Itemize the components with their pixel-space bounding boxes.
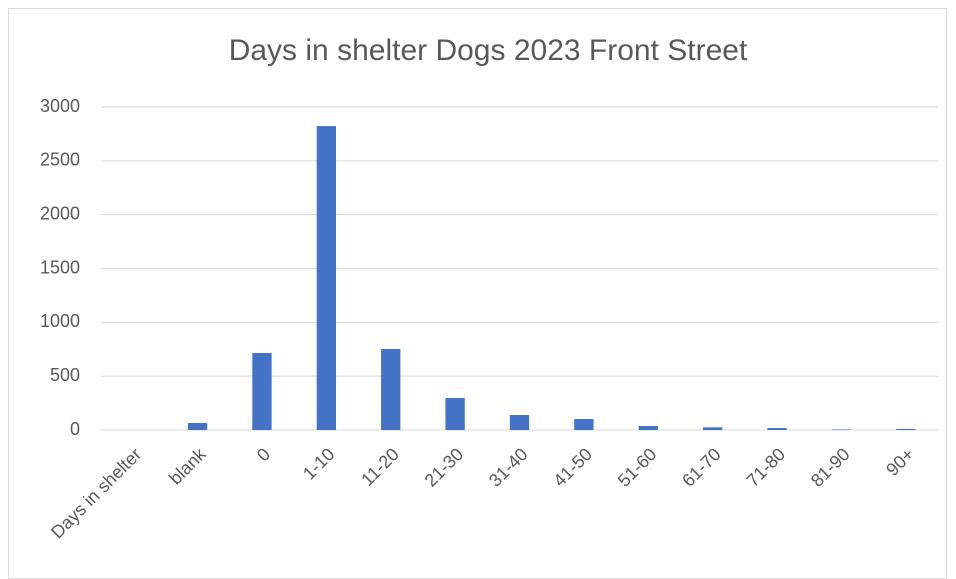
y-tick-label: 0 [70, 419, 80, 439]
y-tick-label: 2000 [40, 203, 80, 223]
bar [381, 349, 401, 430]
y-tick-label: 1500 [40, 257, 80, 277]
y-tick-label: 3000 [40, 96, 80, 116]
bar [702, 427, 723, 430]
bar [316, 126, 337, 430]
y-tick-label: 1000 [40, 311, 80, 331]
y-tick-label: 2500 [40, 150, 80, 170]
bar [187, 423, 208, 430]
y-tick-label: 500 [50, 365, 80, 385]
bar [509, 415, 530, 430]
chart-title: Days in shelter Dogs 2023 Front Street [229, 34, 748, 67]
bar [574, 419, 594, 430]
bar [896, 428, 916, 430]
chart-border [8, 8, 947, 579]
bar [831, 429, 852, 430]
bar [638, 426, 658, 430]
bar [767, 428, 787, 430]
bar [445, 398, 465, 430]
bar [252, 353, 272, 430]
